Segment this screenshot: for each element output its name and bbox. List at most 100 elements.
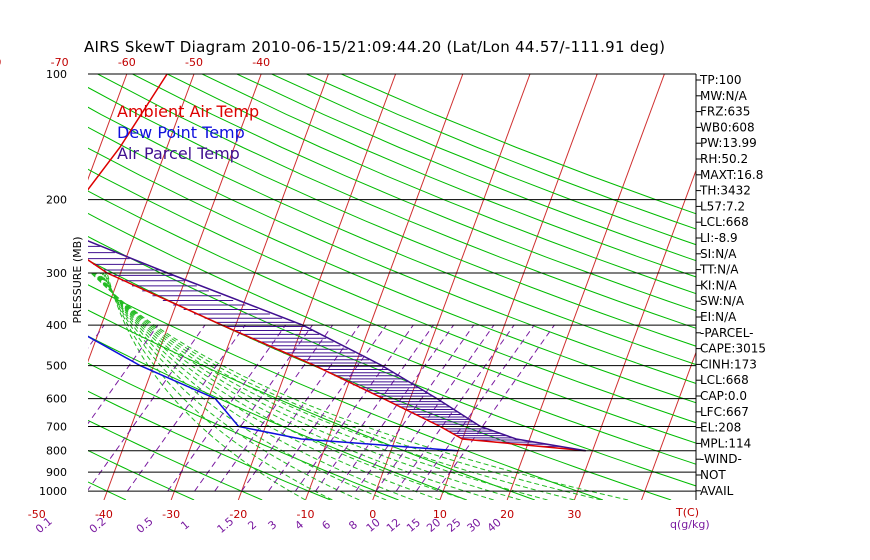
index-value: WB0:608 — [700, 120, 755, 134]
mixing-ratio-tick-label: 3 — [266, 518, 280, 532]
index-value: LCL:668 — [700, 215, 749, 229]
mixing-ratio-line — [415, 324, 535, 492]
dry-adiabat-line — [306, 74, 696, 230]
isotherm-line — [170, 74, 329, 500]
index-value: TT:N/A — [699, 263, 739, 277]
moist-adiabat-line — [91, 272, 602, 500]
x-axis-label: T(C) — [675, 506, 699, 519]
index-value: LCL:668 — [700, 373, 749, 387]
index-value: TH:3432 — [699, 184, 751, 198]
index-value: MAXT:16.8 — [700, 168, 763, 182]
mixing-ratio-line — [194, 324, 313, 492]
legend-entry: Ambient Air Temp — [117, 102, 259, 121]
isotherm-line — [237, 74, 397, 500]
tick-labels: 1002003004005006007008009001000-120-110-… — [0, 56, 710, 536]
index-value: SI:N/A — [700, 247, 737, 261]
pressure-tick-label: 800 — [46, 445, 67, 458]
legend-entry: Air Parcel Temp — [117, 144, 240, 163]
mixing-ratio-line — [315, 324, 434, 492]
dry-adiabat-line — [88, 419, 263, 500]
pressure-tick-label: 1000 — [39, 485, 67, 498]
mixing-ratio-line — [294, 324, 414, 492]
index-value: LI:-8.9 — [700, 231, 738, 245]
index-value: CAP:0.0 — [700, 389, 747, 403]
mixing-ratio-tick-label: 2 — [245, 518, 259, 532]
dry-adiabat-line — [97, 74, 696, 329]
index-value: -WIND- — [700, 452, 742, 466]
mixing-ratio-tick-label: 30 — [465, 516, 484, 535]
top-temp-tick-label: -70 — [51, 56, 69, 69]
bottom-temp-tick-label: 0 — [369, 508, 376, 521]
mixing-ratio-line — [436, 324, 555, 492]
legend: Ambient Air Temp Dew Point Temp Air Parcel… — [117, 102, 259, 163]
index-value: -PARCEL- — [700, 326, 754, 340]
moist-adiabat-line — [98, 272, 467, 500]
mixing-ratio-line — [395, 324, 515, 492]
moist-adiabat-line — [95, 272, 521, 500]
mixing-ratio-tick-label: 12 — [384, 516, 403, 535]
isotherm-line — [103, 74, 262, 500]
moist-adiabat-line — [101, 272, 414, 500]
mixing-ratio-tick-label: 8 — [346, 518, 360, 532]
top-temp-tick-label: -40 — [252, 56, 270, 69]
y-axis-label: PRESSURE (MB) — [71, 237, 84, 324]
mixing-ratio-line — [375, 324, 495, 492]
dry-adiabat-line — [88, 362, 399, 500]
dry-adiabat-line — [88, 212, 696, 465]
pressure-tick-label: 200 — [46, 194, 67, 207]
dry-adiabat-line — [88, 86, 696, 347]
mixing-ratio-tick-label: 10 — [364, 516, 383, 535]
index-value: SW:N/A — [700, 294, 745, 308]
moist-adiabat-line — [94, 272, 548, 500]
moist-adiabat-line — [103, 272, 360, 500]
dry-adiabat-line — [88, 236, 696, 487]
index-value: LFC:667 — [700, 405, 749, 419]
mixing-ratio-tick-label: 0.5 — [134, 515, 156, 536]
index-value: KI:N/A — [700, 278, 737, 292]
dry-adiabat-line — [88, 126, 696, 384]
index-value: NOT — [700, 468, 726, 482]
mixing-ratio-line — [335, 324, 454, 492]
index-value: MPL:114 — [700, 436, 751, 450]
pressure-tick-label: 700 — [46, 421, 67, 434]
dewpoint-line — [88, 335, 459, 452]
legend-entry: Dew Point Temp — [117, 123, 245, 142]
pressure-tick-label: 300 — [46, 267, 67, 280]
dry-adiabat-line — [88, 390, 331, 500]
bottom-temp-tick-label: 20 — [500, 508, 514, 521]
index-value: CINH:173 — [700, 357, 757, 371]
index-value: EL:208 — [700, 421, 741, 435]
isobars — [88, 73, 697, 500]
index-value: AVAIL — [700, 484, 734, 498]
moist-adiabat-line — [97, 272, 494, 500]
dry-adiabat-line — [88, 309, 535, 500]
moist-adiabat-line — [102, 272, 387, 500]
dry-adiabat-line — [167, 74, 696, 295]
mixing-ratio-line — [126, 324, 246, 492]
pressure-tick-label: 500 — [46, 360, 67, 373]
dry-adiabat-line — [201, 74, 696, 278]
dry-adiabat-line — [88, 190, 696, 444]
mixing-ratio-tick-label: 1 — [178, 518, 192, 532]
mixing-ratio-line — [88, 324, 159, 425]
dry-adiabat-line — [88, 168, 696, 424]
moist-adiabat-line — [93, 272, 575, 500]
mixing-ratio-line — [88, 324, 206, 491]
bottom-temp-tick-label: -30 — [162, 508, 180, 521]
index-value: EI:N/A — [700, 310, 737, 324]
chart-title: AIRS SkewT Diagram 2010-06-15/21:09:44.2… — [84, 38, 665, 56]
isotherm-line — [0, 74, 60, 500]
mixing-ratio-tick-label: 6 — [319, 518, 333, 532]
isotherm-line — [372, 74, 531, 500]
bottom-temp-tick-label: -20 — [229, 508, 247, 521]
moist-adiabat-line — [99, 272, 441, 500]
isotherm-line — [88, 74, 128, 181]
top-temp-tick-label: -80 — [0, 56, 1, 69]
pressure-tick-label: 900 — [46, 466, 67, 479]
moist-adiabat-line — [90, 272, 629, 500]
index-value: L57:7.2 — [700, 199, 745, 213]
moist-adiabat-line — [106, 272, 306, 500]
mixing-ratio-line — [268, 324, 387, 492]
mixing-ratio-line — [167, 324, 286, 492]
